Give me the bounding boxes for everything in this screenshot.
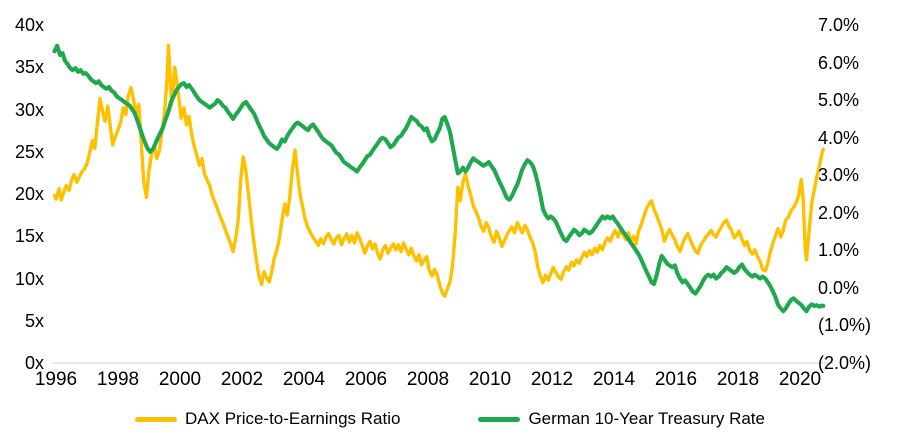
y-axis-right-tick-label: (1.0%) [818,315,872,336]
x-axis-tick-label: 2020 [778,369,822,390]
legend-label: DAX Price-to-Earnings Ratio [185,409,401,428]
y-axis-left-tick-label: 30x [14,99,44,120]
legend-line-swatch [135,416,178,422]
x-axis-tick-label: 2002 [220,369,264,390]
x-axis-tick-label: 2006 [344,369,388,390]
y-axis-right-tick-label: 6.0% [818,52,860,73]
y-axis-right-tick-label: 1.0% [818,240,860,261]
y-axis-right-tick-label: 0.0% [818,277,860,298]
y-axis-right-tick-label: 3.0% [818,165,860,186]
y-axis-right-tick-label: 4.0% [818,127,860,148]
x-axis-tick-label: 2008 [406,369,450,390]
x-axis-tick-label: 2000 [158,369,202,390]
y-axis-left-tick-label: 35x [14,57,44,78]
pe-ratio-line [52,43,825,298]
x-axis-tick-label: 2010 [468,369,512,390]
x-axis-tick-label: 1996 [34,369,78,390]
y-axis-left-tick-label: 5x [24,310,44,331]
y-axis-left-tick-label: 25x [14,141,44,162]
legend-item: DAX Price-to-Earnings Ratio [135,409,400,429]
y-axis-left-tick-label: 0x [24,353,44,373]
treasury-rate-line [52,43,826,314]
y-axis-left-tick-label: 40x [14,15,44,35]
y-axis-left-tick-label: 20x [14,184,44,204]
legend-line-swatch [478,416,521,422]
x-axis-tick-label: 2016 [654,369,698,390]
y-axis-right-tick-label: (2.0%) [818,353,872,373]
legend-label: German 10-Year Treasury Rate [528,409,765,428]
x-axis-tick-label: 2014 [592,369,636,390]
y-axis-right-tick-label: 7.0% [818,15,860,35]
x-axis-tick-label: 2012 [530,369,574,390]
legend-item: German 10-Year Treasury Rate [478,409,765,429]
y-axis-right-tick-label: 2.0% [818,202,860,223]
y-axis-right-tick-label: 5.0% [818,90,860,111]
legend: DAX Price-to-Earnings Ratio German 10-Yea… [0,409,900,429]
y-axis-left-tick-label: 10x [14,268,44,289]
x-axis-tick-label: 1998 [96,369,140,390]
x-axis-tick-label: 2018 [716,369,760,390]
y-axis-left-tick-label: 15x [14,226,44,247]
x-axis-tick-label: 2004 [282,369,326,390]
